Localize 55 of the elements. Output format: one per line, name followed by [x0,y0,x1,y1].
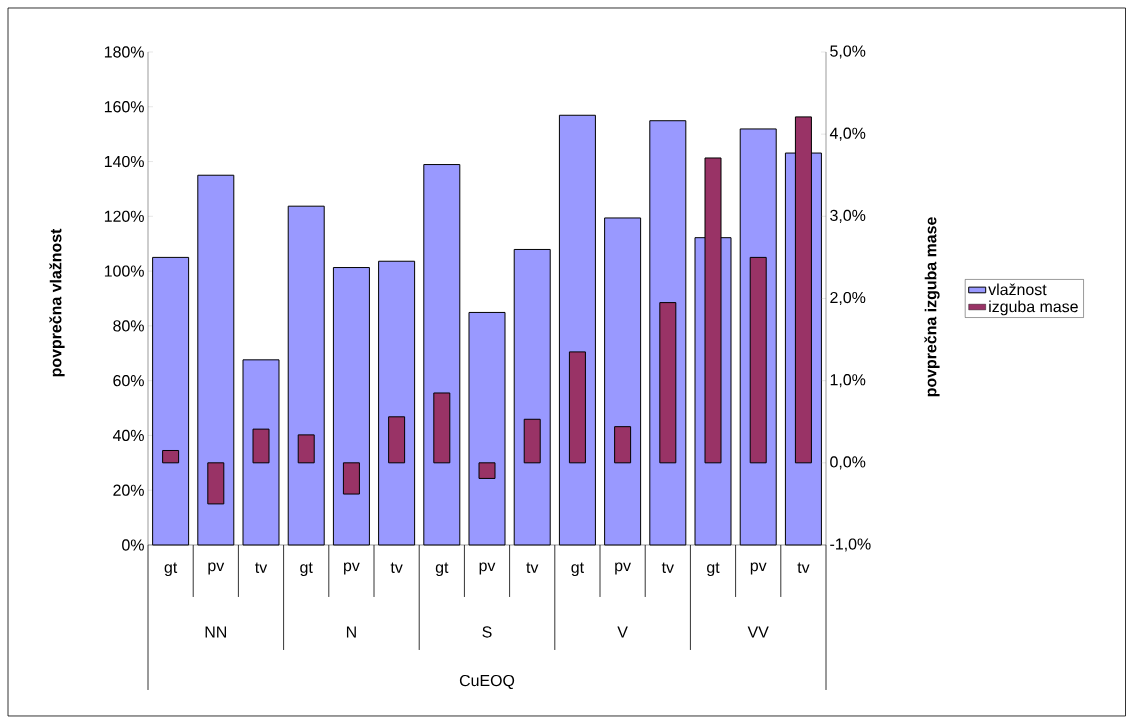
y-axis-title: povprečna vlažnost [49,228,65,377]
y2-tick-label: 2,0% [830,291,866,306]
text: VV [747,626,769,638]
legend-label: izguba mase [989,300,1078,316]
x-tick-label: pv [479,562,496,575]
x-tick-label: gt [164,562,178,577]
y2-tick-label: -1,0% [830,538,871,552]
x-tick-label: pv [750,562,767,575]
bar [478,462,496,479]
y-tick-label: 0% [122,539,144,551]
text: V [617,626,628,638]
y-tick-label: 60% [113,375,144,387]
x-tick-label: tv [797,562,810,573]
y-tick-label: 80% [113,320,144,332]
y2-tick-label: 3,0% [830,209,866,223]
x-tick-label: gt [571,562,584,577]
bar [162,449,180,464]
bar [523,418,541,464]
x-tick-label: tv [390,562,403,573]
bar [252,428,270,464]
y-tick-label: 160% [104,101,144,113]
bar [388,416,406,464]
bar [297,434,315,464]
x-tick-label: tv [526,562,539,573]
x-tick-label: tv [255,562,268,573]
legend-label: vlažnost [988,283,1047,296]
y2-tick-label: 4,0% [829,127,866,141]
x-tick-label: tv [661,562,674,573]
x-tick-label: gt [707,562,720,577]
bar [614,426,632,464]
x-tick-label: pv [344,562,360,575]
y2-axis-title: povprečna izguba mase [924,217,940,397]
y-tick-label: 180% [104,46,144,58]
y-tick-label: 140% [104,155,144,168]
x-tick-label: gt [435,562,449,577]
x-tick-label: pv [615,562,631,575]
bar [568,351,586,464]
bar [207,462,225,505]
x-tick-label: pv [208,562,225,575]
text: S [482,626,492,638]
bar [433,392,451,464]
text: N [346,626,356,638]
bar [659,302,677,464]
y-tick-label: 120% [104,210,144,222]
y-tick-label: 20% [113,484,144,496]
y2-tick-label: 1,0% [830,374,866,388]
y2-tick-label: 5,0% [830,45,866,59]
bar [749,256,767,464]
y-tick-label: 40% [112,429,144,442]
x-tick-label: gt [300,562,313,577]
bar [342,462,360,495]
y2-tick-label: 0,0% [830,456,866,470]
text: NN [205,626,227,638]
text: CuEOQ [459,674,515,690]
y-tick-label: 100% [104,265,144,277]
